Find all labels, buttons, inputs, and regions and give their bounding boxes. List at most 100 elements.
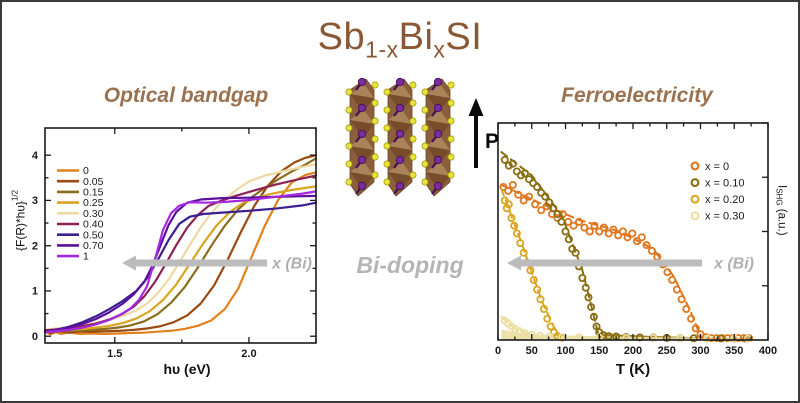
crystal-chain [383,77,417,197]
sulfur-atom [383,178,391,186]
svg-text:0: 0 [495,345,501,357]
sulfur-atom [421,142,429,150]
iodine-atom [357,181,367,191]
svg-text:100: 100 [556,345,574,357]
plot-series [43,154,318,336]
iodine-atom [433,129,443,139]
optical-bandgap-chart: 1.5 2.00123400.050.150.250.300.400.500.70… [32,127,318,360]
sulfur-atom [371,99,379,107]
shg-xaxis-label: T (K) [615,361,651,378]
shg-yaxis-label: ISHG (a.u.) [774,184,788,236]
sulfur-atom [383,88,391,96]
sulfur-atom [383,124,391,132]
legend-label: 0.50 [83,229,104,241]
chart-legend: 00.050.150.250.300.400.500.701 [57,165,104,263]
svg-text:3: 3 [32,195,38,207]
legend-label: x = 0.20 [705,194,744,206]
iodine-atom [395,103,405,113]
sulfur-atom [345,106,353,114]
legend-swatch [690,178,700,188]
sulfur-atom [383,160,391,168]
iodine-atom [433,181,443,191]
sulfur-atom [421,178,429,186]
series-line [43,154,318,335]
series-trendline [500,151,599,334]
sulfur-atom [345,88,353,96]
sulfur-atom [409,153,417,161]
legend-swatch [690,194,700,204]
sulfur-atom [447,153,455,161]
svg-text:250: 250 [658,345,676,357]
sulfur-atom [421,106,429,114]
iodine-atom [395,77,405,87]
plot-axes: 1.5 2.0 0 1 2 3 4 [32,127,317,360]
svg-text:150: 150 [590,345,608,357]
series-line [43,185,318,333]
crystal-chain [345,77,379,197]
legend-label: 0.25 [83,197,104,209]
iodine-atom [357,103,367,113]
sulfur-atom [421,160,429,168]
compound-title-part: Sb [317,16,366,58]
iodine-atom [395,155,405,165]
sulfur-atom [421,124,429,132]
iodine-atom [357,77,367,87]
svg-text:350: 350 [725,345,743,357]
sulfur-atom [447,81,455,89]
iodine-atom [433,77,443,87]
compound-title-part: Bi [398,16,434,58]
legend-label: 0.40 [83,219,104,231]
svg-text:2: 2 [32,240,38,252]
legend-label: 0 [83,165,89,177]
arrow-label: x (Bi) [271,256,312,273]
sulfur-atom [409,117,417,125]
sulfur-atom [447,171,455,179]
sulfur-atom [447,135,455,143]
iodine-atom [357,155,367,165]
sulfur-atom [371,153,379,161]
sulfur-atom [345,124,353,132]
compound-title: Sb1-xBixSI [0,16,800,64]
sulfur-atom [421,88,429,96]
legend-label: x = 0.10 [705,177,744,189]
sulfur-atom [371,135,379,143]
svg-text:400: 400 [759,345,777,357]
compound-title-part: SI [445,16,483,58]
ferroelectricity-panel-title: Ferroelectricity [561,84,713,107]
axis-frame [44,127,317,344]
series-markers [500,196,567,342]
sulfur-atom [409,99,417,107]
chart-legend: x = 0 x = 0.10 x = 0.20 x = 0.30 [690,161,744,223]
bandgap-xaxis-label: hυ (eV) [163,361,211,377]
series-trendline [500,184,702,338]
sulfur-atom [345,178,353,186]
series-line [43,190,318,334]
series-line [43,157,318,334]
iodine-atom [433,155,443,165]
optical-bandgap-panel-title: Optical bandgap [103,84,269,107]
series-band [501,329,748,340]
crystal-structure-illustration: P [345,77,499,197]
svg-text:1.5: 1.5 [107,348,122,360]
sulfur-atom [409,135,417,143]
iodine-atom [395,129,405,139]
svg-text:1: 1 [32,286,38,298]
legend-label: 1 [83,251,89,263]
sulfur-atom [447,117,455,125]
crystal-chain [421,77,455,197]
sulfur-atom [345,142,353,150]
legend-label: 0.70 [83,240,104,252]
legend-swatch [690,161,700,171]
axis-frame [497,122,769,341]
svg-text:300: 300 [691,345,709,357]
legend-swatch [690,211,700,221]
compound-title-subscript: 1-x [365,36,399,63]
sulfur-atom [371,81,379,89]
legend-label: 0.15 [83,187,104,199]
svg-text:0: 0 [32,331,38,343]
legend-label: 0.30 [83,208,104,220]
svg-text:50: 50 [526,345,538,357]
arrow-label: x (Bi) [713,256,754,273]
legend-label: x = 0.30 [705,211,744,223]
